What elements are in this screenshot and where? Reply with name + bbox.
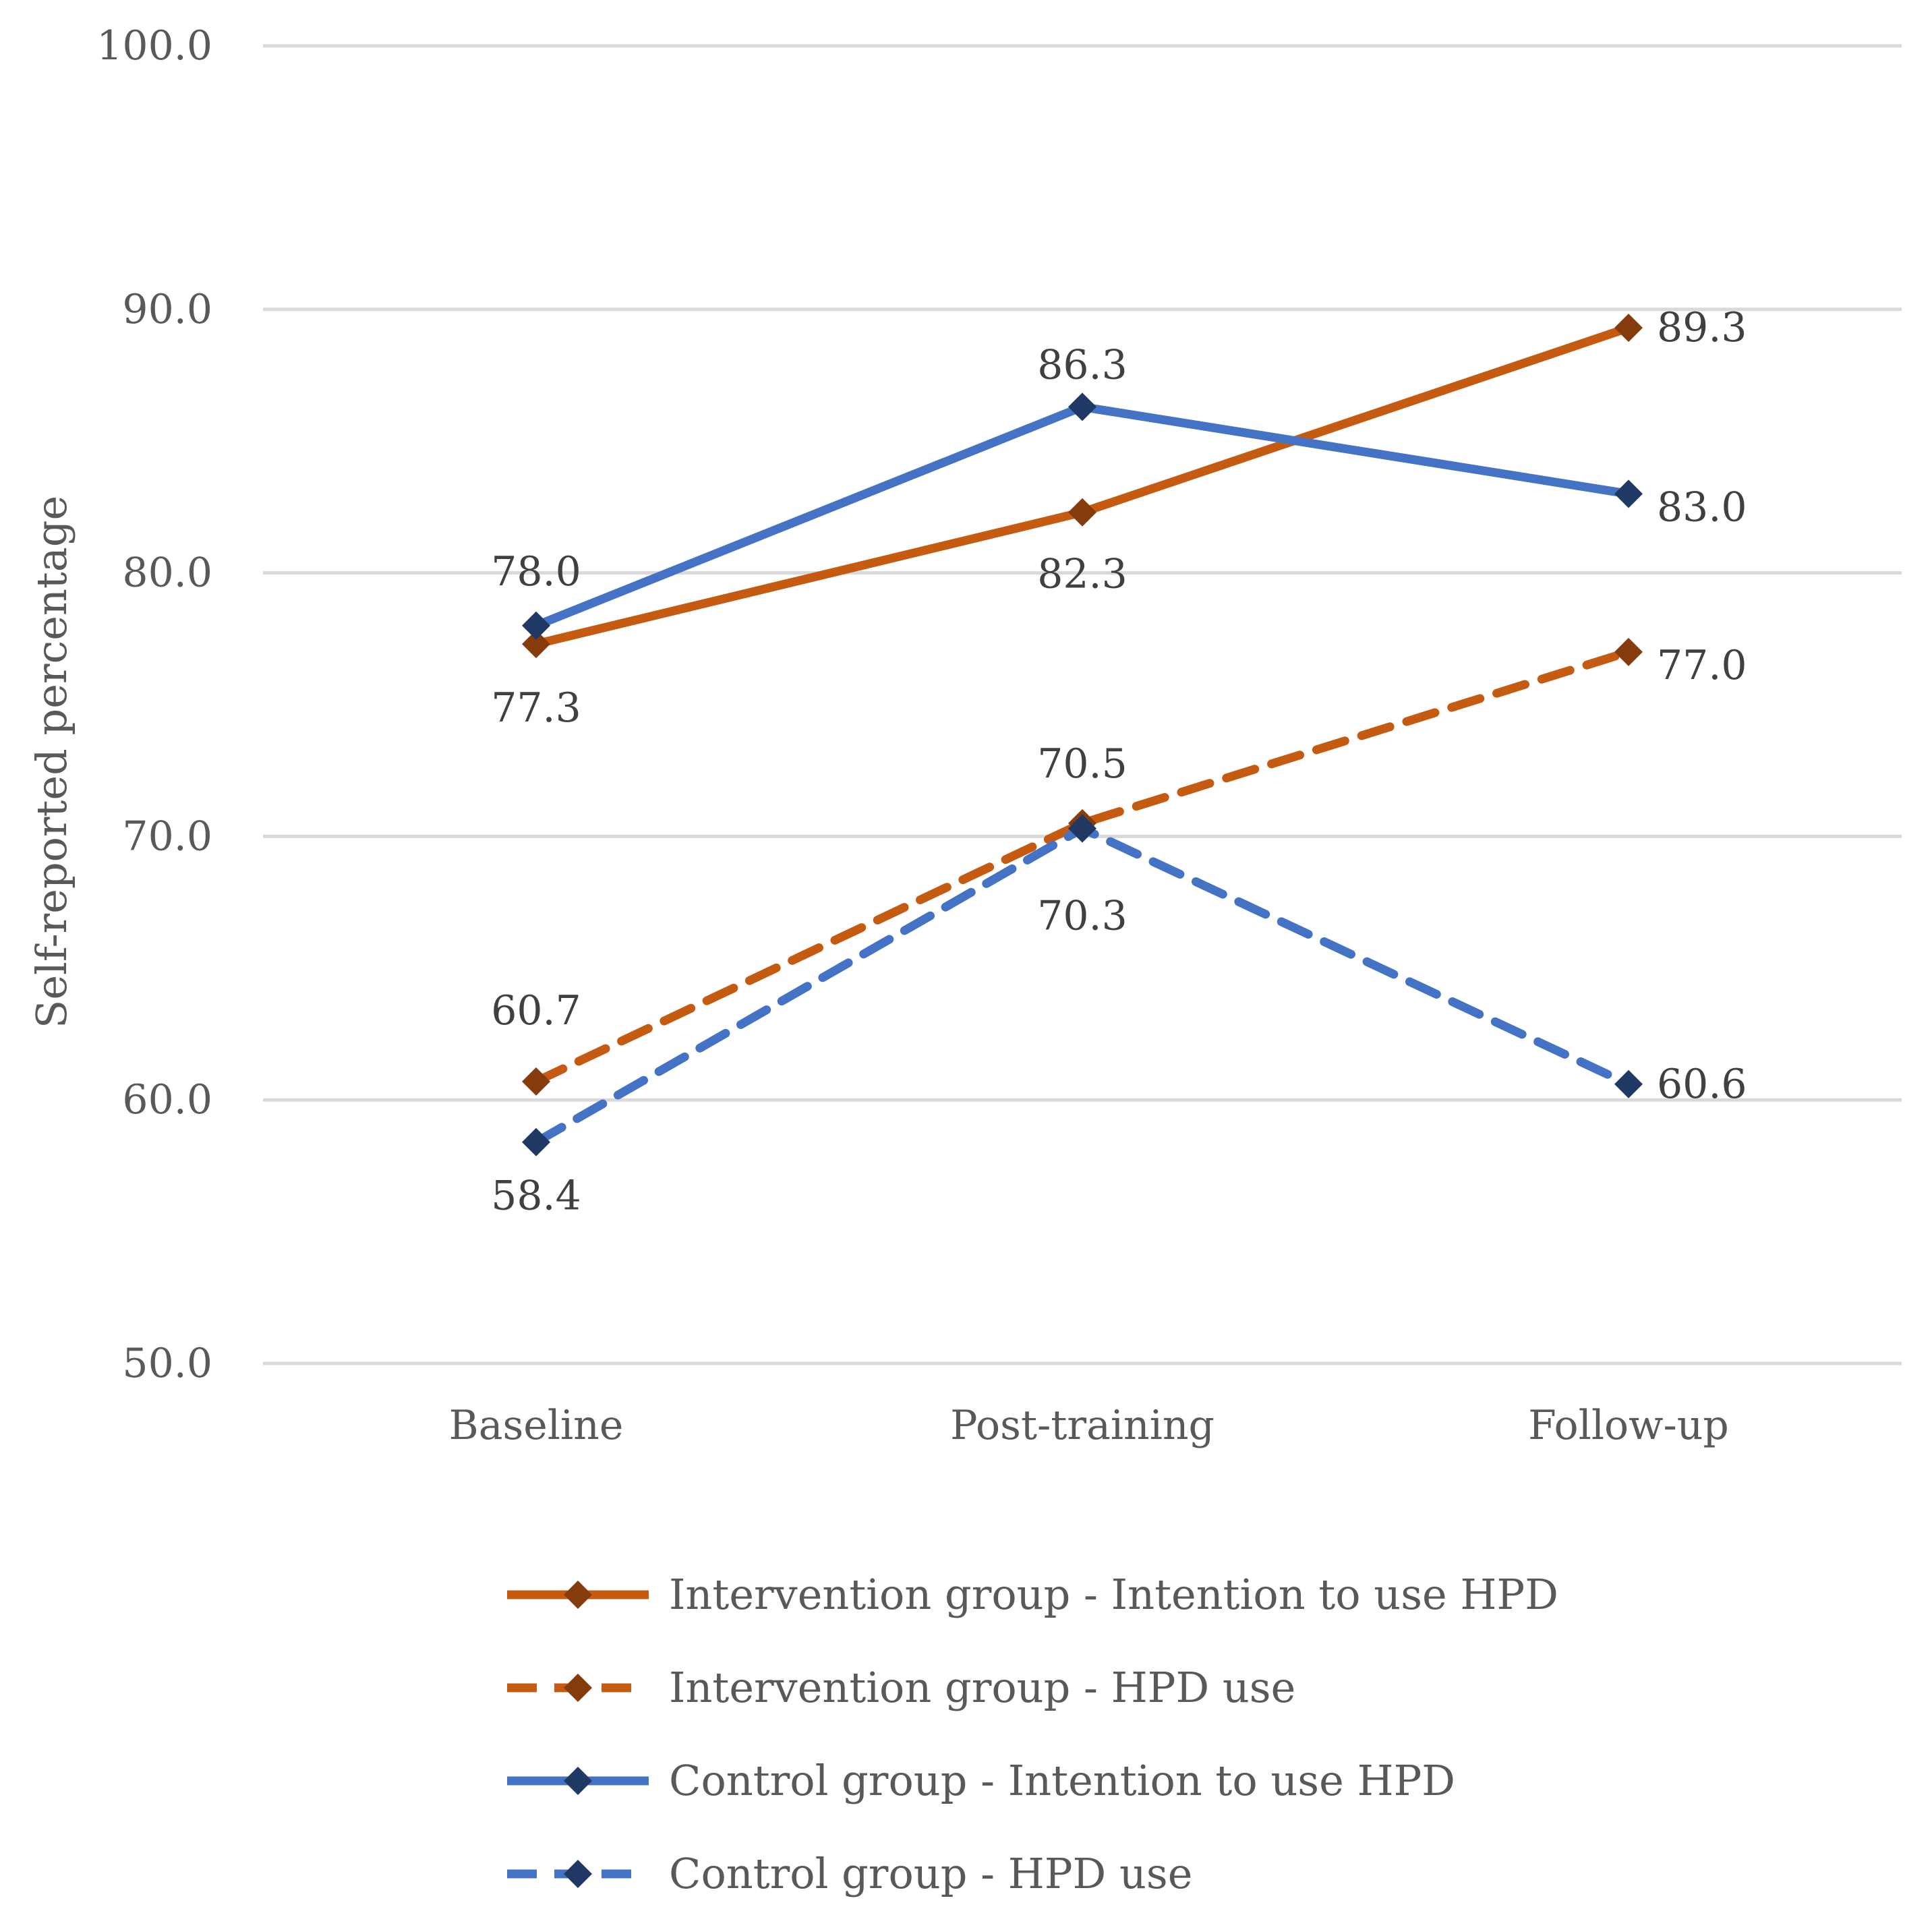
data-label: 77.3 (491, 684, 581, 732)
data-point-marker (522, 1127, 550, 1156)
data-label: 82.3 (1037, 551, 1128, 598)
data-label: 58.4 (491, 1173, 581, 1220)
legend-entry-label: Control group - HPD use (669, 1849, 1192, 1898)
legend-entry-label: Intervention group - HPD use (669, 1663, 1295, 1712)
y-tick-label: 90.0 (122, 286, 212, 333)
data-point-marker (522, 611, 550, 640)
y-tick-label: 100.0 (96, 22, 212, 69)
data-labels: 77.3 82.3 89.3 60.7 70.5 77.0 78.0 86.3 83.0 58.4… (491, 304, 1747, 1220)
series-line-1 (531, 647, 1633, 1086)
y-tick-label: 70.0 (122, 813, 212, 860)
series-lines (531, 323, 1633, 1147)
x-axis-ticks: Baseline Post-training Follow-up (449, 1402, 1729, 1449)
x-tick-label: Post-training (950, 1402, 1214, 1449)
y-tick-label: 80.0 (122, 550, 212, 597)
legend-swatch-marker (564, 1860, 592, 1888)
data-point-marker (522, 1067, 550, 1096)
data-label: 70.5 (1037, 740, 1128, 788)
data-label: 83.0 (1657, 483, 1747, 531)
legend-swatch-marker (564, 1674, 592, 1702)
y-axis-title: Self-reported percentage (27, 496, 76, 1028)
data-point-marker (522, 630, 550, 659)
series-markers (522, 314, 1643, 1156)
data-point-marker (1614, 637, 1643, 666)
data-label: 60.7 (491, 987, 581, 1034)
x-tick-label: Baseline (449, 1402, 624, 1449)
legend-entry-label: Intervention group - Intention to use HP… (669, 1570, 1558, 1619)
data-point-marker (1614, 314, 1643, 343)
data-label: 78.0 (491, 548, 581, 595)
data-point-marker (1614, 1069, 1643, 1098)
series-line-3 (531, 824, 1633, 1147)
data-point-marker (1068, 392, 1096, 421)
data-label: 70.3 (1037, 893, 1128, 940)
legend-swatch-marker (564, 1581, 592, 1609)
y-tick-label: 60.0 (122, 1076, 212, 1123)
data-point-marker (1068, 498, 1096, 527)
legend: Intervention group - Intention to use HP… (507, 1570, 1558, 1898)
data-label: 77.0 (1657, 642, 1747, 689)
data-point-marker (1614, 479, 1643, 508)
legend-swatch-marker (564, 1767, 592, 1795)
data-label: 89.3 (1657, 304, 1747, 351)
data-label: 86.3 (1037, 341, 1128, 388)
data-point-marker (1068, 814, 1096, 843)
data-label: 60.6 (1657, 1061, 1747, 1108)
legend-entry-label: Control group - Intention to use HPD (669, 1756, 1455, 1805)
x-tick-label: Follow-up (1528, 1402, 1729, 1449)
y-axis-ticks: 50.0 60.0 70.0 80.0 90.0 100.0 (96, 22, 212, 1387)
y-tick-label: 50.0 (122, 1340, 212, 1387)
